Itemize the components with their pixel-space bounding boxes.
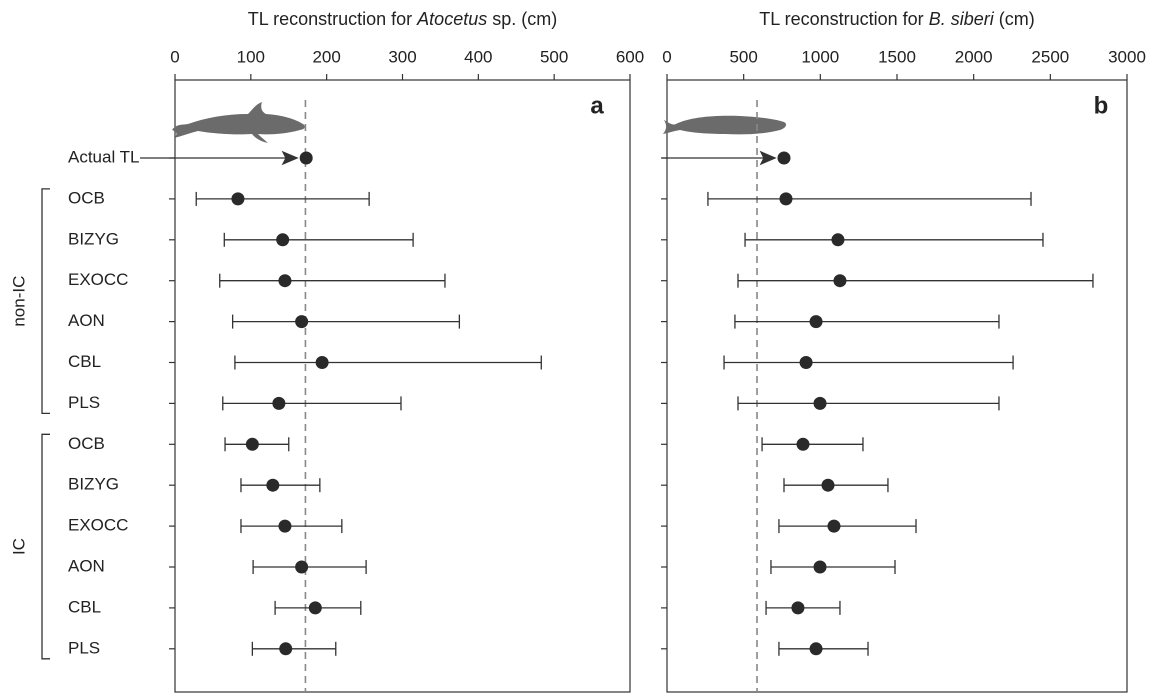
estimate-dot <box>299 151 313 165</box>
dolphin-silhouette <box>172 102 305 143</box>
estimate-dot <box>278 274 292 288</box>
row-label: BIZYG <box>68 475 119 494</box>
panel-label: a <box>590 92 604 119</box>
group-bracket <box>41 433 50 660</box>
estimate-dot <box>833 274 847 288</box>
estimate-dot <box>279 642 293 656</box>
title-part: sp. (cm) <box>487 9 557 29</box>
row-label: PLS <box>68 393 100 412</box>
estimate-dot <box>813 560 827 574</box>
x-tick-label: 2000 <box>955 47 993 66</box>
x-tick-label: 0 <box>170 47 179 66</box>
row-label: AON <box>68 311 105 330</box>
estimate-dot <box>796 437 810 451</box>
title-part: TL reconstruction for <box>248 9 417 29</box>
title-part: Atocetus <box>416 9 487 29</box>
estimate-dot <box>308 601 322 615</box>
chart-title: TL reconstruction for B. siberi (cm) <box>759 9 1034 29</box>
estimate-dot <box>315 356 329 369</box>
row-label: CBL <box>68 352 101 371</box>
estimate-dot <box>295 315 309 329</box>
x-tick-label: 3000 <box>1108 47 1146 66</box>
x-tick-label: 2500 <box>1031 47 1069 66</box>
row-label: AON <box>68 556 105 575</box>
title-part: (cm) <box>994 9 1035 29</box>
chart-title: TL reconstruction for Atocetus sp. (cm) <box>248 9 557 29</box>
estimate-dot <box>245 437 259 451</box>
row-label: EXOCC <box>68 270 128 289</box>
row-label: CBL <box>68 597 101 616</box>
x-tick-label: 200 <box>312 47 340 66</box>
panel-label: b <box>1094 92 1109 119</box>
x-tick-label: 600 <box>616 47 644 66</box>
estimate-dot <box>809 642 823 656</box>
row-label: BIZYG <box>68 229 119 248</box>
row-label: PLS <box>68 638 100 657</box>
estimate-dot <box>777 151 791 165</box>
x-tick-label: 100 <box>237 47 265 66</box>
arrow <box>140 150 777 166</box>
group-label: non-IC <box>9 276 28 327</box>
row-label: OCB <box>68 188 105 207</box>
x-tick-label: 1000 <box>801 47 839 66</box>
estimate-dot <box>278 519 292 533</box>
group-bracket <box>41 188 50 415</box>
estimate-dot <box>831 233 845 247</box>
panel-b-frame <box>666 79 1128 693</box>
estimate-dot <box>799 356 813 369</box>
title-part: B. siberi <box>929 9 995 29</box>
whale-silhouette <box>663 115 787 135</box>
x-tick-label: 1500 <box>878 47 916 66</box>
estimate-dot <box>295 560 309 574</box>
x-tick-label: 500 <box>729 47 757 66</box>
title-part: TL reconstruction for <box>759 9 928 29</box>
x-tick-label: 0 <box>662 47 671 66</box>
x-tick-label: 300 <box>388 47 416 66</box>
group-label: IC <box>9 538 28 555</box>
estimate-dot <box>231 192 245 206</box>
estimate-dot <box>266 478 280 492</box>
estimate-dot <box>813 396 827 410</box>
estimate-dot <box>276 233 290 247</box>
x-tick-label: 500 <box>540 47 568 66</box>
estimate-dot <box>809 315 823 329</box>
estimate-dot <box>272 396 286 410</box>
estimate-dot <box>779 192 793 206</box>
row-label: Actual TL <box>68 147 140 166</box>
estimate-dot <box>827 519 841 533</box>
row-label: EXOCC <box>68 516 128 535</box>
x-tick-label: 400 <box>464 47 492 66</box>
panel-a-frame <box>174 79 631 693</box>
estimate-dot <box>791 601 805 615</box>
estimate-dot <box>821 478 835 492</box>
row-label: OCB <box>68 434 105 453</box>
